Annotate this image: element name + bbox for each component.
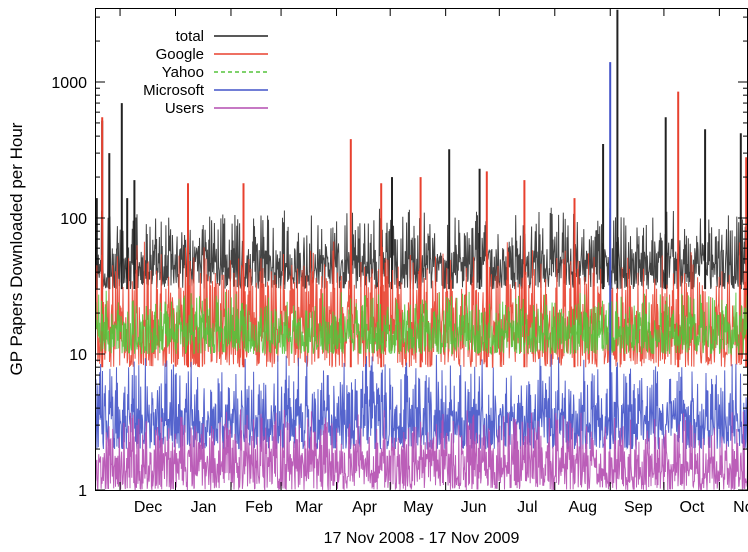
x-tick-label: May [403,499,433,516]
series-line-microsoft [95,354,748,450]
x-tick-label: Nov [733,499,748,516]
y-tick-label: 100 [60,211,87,228]
x-tick-label: Feb [245,499,273,516]
x-tick-label: Oct [679,499,704,516]
x-tick-label: Dec [134,499,162,516]
series-line-yahoo [95,290,748,356]
y-tick-label: 10 [69,347,87,364]
x-tick-label: Sep [624,499,653,516]
legend-label-google: Google [156,46,204,63]
y-tick-label: 1 [78,483,87,500]
x-axis-label: 17 Nov 2008 - 17 Nov 2009 [324,530,520,547]
legend-label-yahoo: Yahoo [162,64,204,81]
x-tick-label: Jan [191,499,217,516]
x-axis: Dec Jan Feb Mar Apr May Jun Jul Aug Sep Oct Nov [119,8,748,516]
x-tick-label: Apr [352,499,378,516]
legend-label-microsoft: Microsoft [143,82,205,99]
x-tick-label: Aug [569,499,597,516]
legend-label-total: total [176,28,204,45]
x-tick-label: Jul [517,499,537,516]
x-tick-label: Mar [295,499,323,516]
legend-label-users: Users [165,100,204,117]
y-tick-label: 1000 [51,75,87,92]
series-line-users [95,409,748,490]
y-axis: 1 10 100 1000 [51,16,748,500]
x-tick-label: Jun [461,499,487,516]
plot-series-layer [95,9,748,490]
y-axis-label: GP Papers Downloaded per Hour [7,122,26,375]
